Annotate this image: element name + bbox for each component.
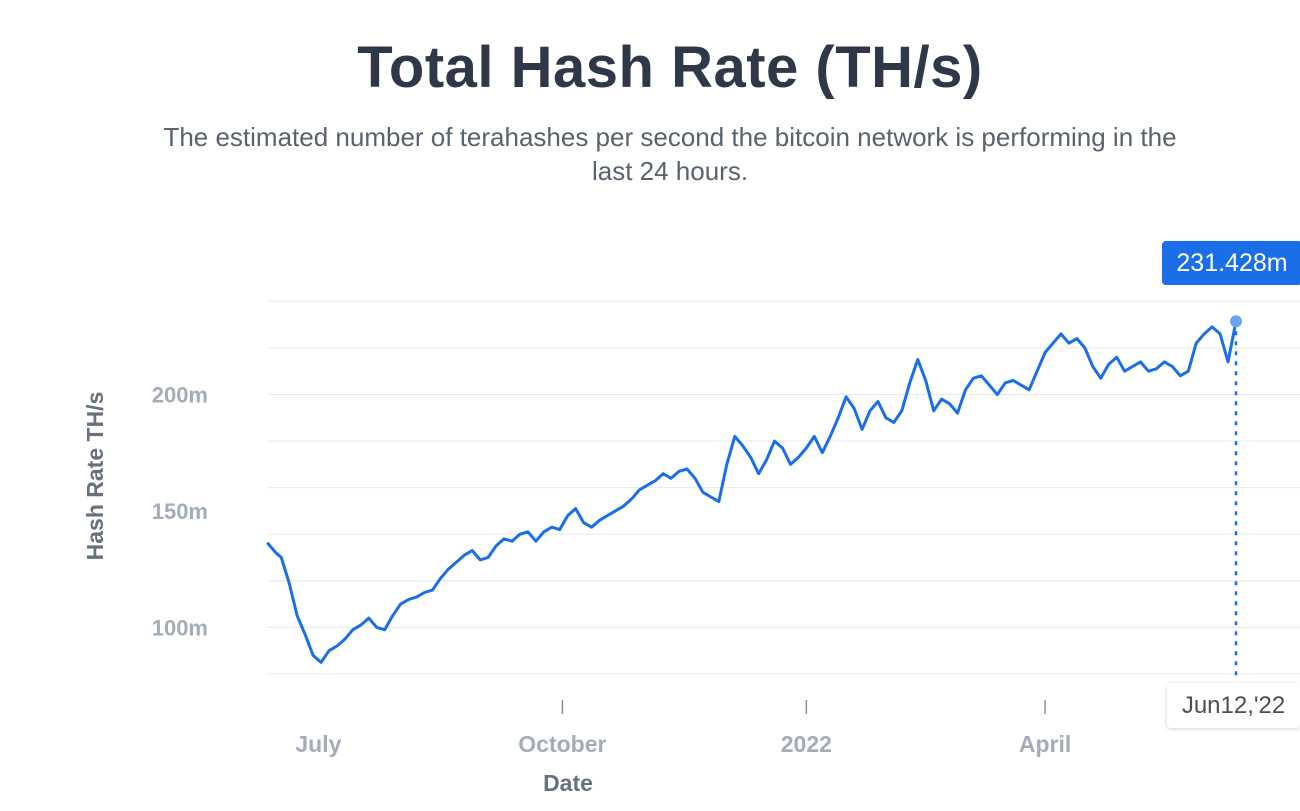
- chart-title: Total Hash Rate (TH/s): [357, 35, 983, 100]
- x-tick-label: October: [518, 731, 606, 757]
- chart-subtitle: The estimated number of terahashes per s…: [163, 122, 1177, 186]
- x-axis-title: Date: [543, 770, 593, 796]
- y-tick-label: 100m: [152, 615, 208, 640]
- y-tick-label: 150m: [152, 499, 208, 524]
- hash-rate-series-line: [266, 319, 1238, 664]
- tooltip-date-label: Jun12,'22: [1167, 683, 1300, 728]
- y-axis-title: Hash Rate TH/s: [82, 392, 108, 561]
- x-tick-label: April: [1019, 731, 1071, 757]
- x-tick-label: July: [295, 731, 341, 757]
- tooltip-value-label: 231.428m: [1162, 241, 1300, 285]
- y-tick-label: 200m: [152, 382, 208, 407]
- highlight-point: [1230, 315, 1242, 328]
- x-tick-label: 2022: [781, 731, 832, 757]
